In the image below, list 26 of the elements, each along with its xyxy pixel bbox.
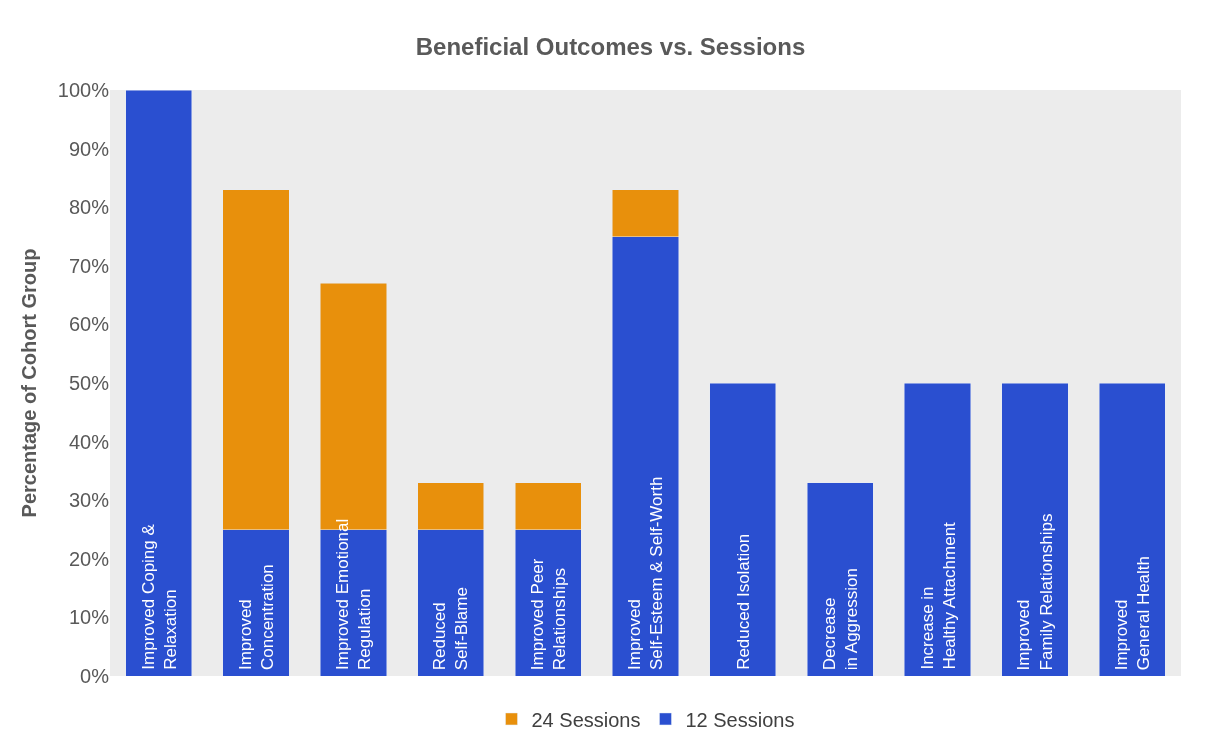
- x-tick-label: Improved Family Relationships: [1014, 513, 1056, 671]
- y-tick-label: 70%: [68, 254, 110, 277]
- x-tick-label: Reduced Isolation: [733, 533, 753, 670]
- y-tick-label: 60%: [68, 313, 110, 336]
- y-tick-label: 20%: [68, 547, 110, 570]
- y-tick-label: 50%: [68, 372, 110, 394]
- legend-label: 24 Sessions: [531, 708, 641, 731]
- y-axis-title: Percentage of Cohort Group: [18, 248, 41, 518]
- y-tick-label: 100%: [57, 79, 110, 101]
- x-tick-label: Improved General Health: [1112, 555, 1154, 671]
- y-tick-label: 10%: [68, 606, 110, 629]
- x-tick-label: Decrease in Aggression: [820, 568, 862, 671]
- y-tick-label: 30%: [68, 489, 110, 512]
- chart-title: Beneficial Outcomes vs. Sessions: [415, 32, 806, 60]
- legend-label: 12 Sessions: [685, 708, 795, 731]
- x-tick-label: Reduced Self-Blame: [430, 587, 472, 671]
- y-tick-label: 80%: [68, 196, 110, 219]
- x-tick-label: Increase in Healthy Attachment: [917, 521, 959, 670]
- y-tick-label: 90%: [68, 137, 110, 160]
- y-tick-label: 0%: [80, 665, 110, 687]
- y-tick-label: 40%: [68, 430, 110, 453]
- x-tick-label: Improved Coping & Relaxation: [138, 523, 180, 670]
- x-tick-label: Improved Emotional Regulation: [332, 518, 375, 670]
- x-tick-label: Improved Peer Relationships: [528, 558, 570, 671]
- x-tick-label: Improved Self-Esteem & Self-Worth: [625, 476, 667, 670]
- x-tick-label: Improved Concentration: [236, 564, 278, 671]
